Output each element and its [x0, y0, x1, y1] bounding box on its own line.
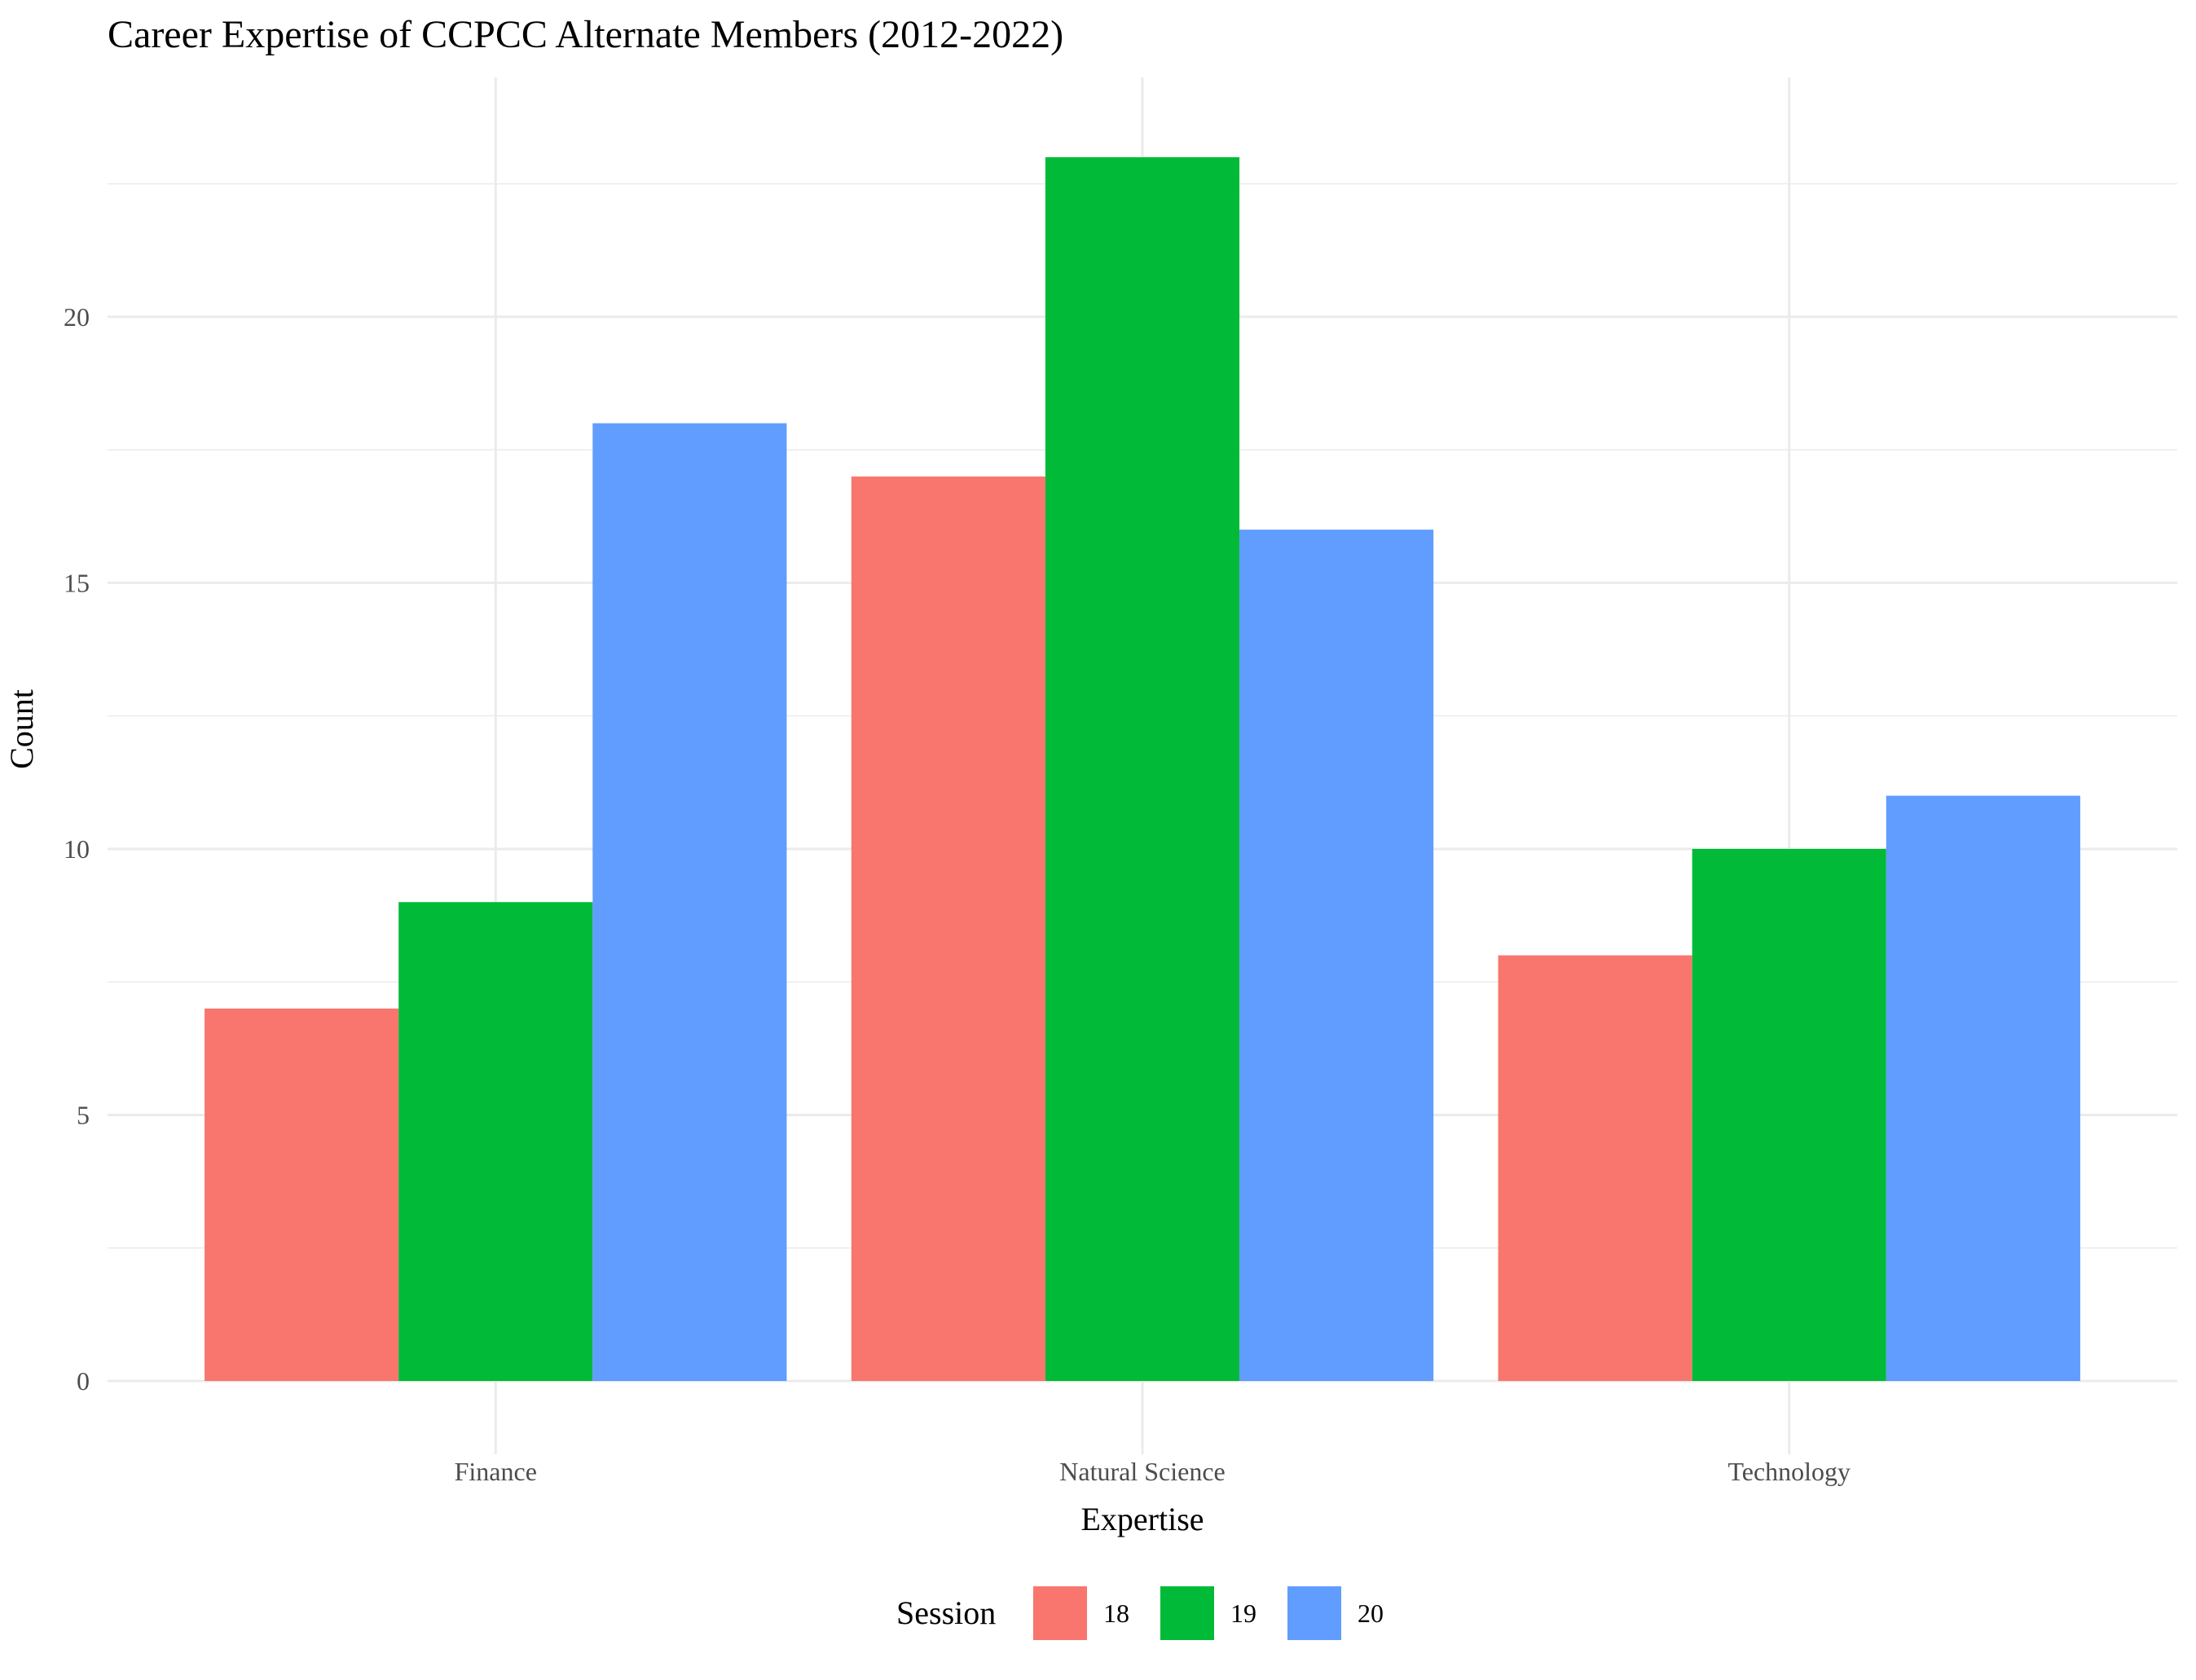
legend-label-20: 20 [1358, 1599, 1384, 1628]
y-tick-label: 10 [64, 834, 90, 864]
legend-key-18 [1033, 1586, 1087, 1640]
bar-technology-session-20 [1886, 795, 2080, 1381]
bar-finance-session-18 [205, 1008, 399, 1381]
x-axis-title: Expertise [1080, 1501, 1204, 1537]
y-tick-label: 5 [77, 1100, 90, 1129]
x-tick-label: Technology [1727, 1457, 1851, 1486]
axes: 0 5 10 15 20 Finance Natural Science Technology [64, 302, 1851, 1486]
y-axis-title: Count [3, 689, 40, 769]
legend-key-20 [1287, 1586, 1341, 1640]
chart-title: Career Expertise of CCPCC Alternate Memb… [108, 13, 1063, 56]
bars [205, 156, 2080, 1382]
bar-natural-science-session-19 [1045, 156, 1240, 1381]
legend-key-19 [1160, 1586, 1214, 1640]
x-tick-label: Natural Science [1059, 1457, 1225, 1486]
legend-label-19: 19 [1230, 1599, 1256, 1628]
legend: Session 18 19 20 [896, 1586, 1384, 1640]
bar-finance-session-19 [398, 902, 593, 1381]
legend-label-18: 18 [1103, 1599, 1129, 1628]
bar-natural-science-session-20 [1239, 530, 1434, 1381]
y-tick-label: 20 [64, 302, 90, 332]
legend-title: Session [896, 1594, 996, 1631]
x-tick-label: Finance [455, 1457, 537, 1486]
bar-finance-session-20 [592, 423, 787, 1382]
y-tick-label: 0 [77, 1366, 90, 1396]
bar-technology-session-18 [1498, 955, 1692, 1381]
bar-natural-science-session-18 [851, 476, 1045, 1381]
bar-technology-session-19 [1692, 848, 1886, 1381]
y-tick-label: 15 [64, 568, 90, 597]
